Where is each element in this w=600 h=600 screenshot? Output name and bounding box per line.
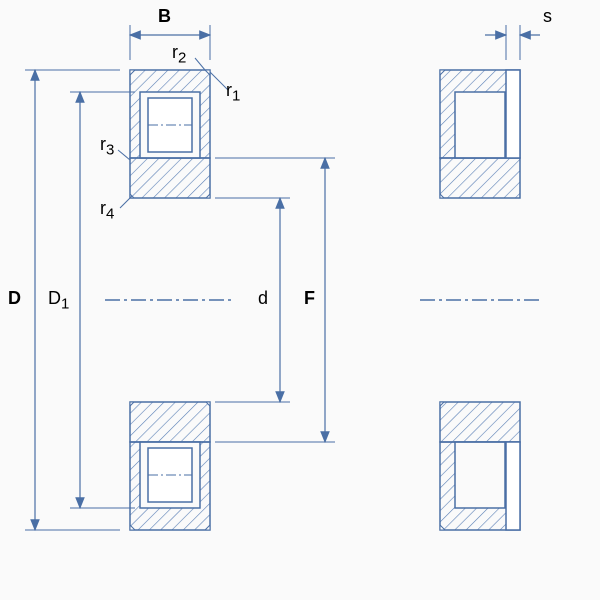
bearing-diagram bbox=[0, 0, 600, 600]
inner-ring-top bbox=[130, 158, 210, 198]
snap-ring-bottom bbox=[506, 442, 520, 530]
label-s: s bbox=[543, 6, 552, 27]
label-r4: r4 bbox=[100, 198, 114, 223]
label-r1: r1 bbox=[226, 80, 240, 105]
label-D: D bbox=[8, 288, 21, 309]
label-r2: r2 bbox=[172, 42, 186, 67]
side-inner-top bbox=[440, 158, 520, 198]
label-D1: D1 bbox=[48, 288, 69, 313]
label-d: d bbox=[258, 288, 268, 309]
label-F: F bbox=[304, 288, 315, 309]
label-B: B bbox=[158, 6, 171, 27]
inner-ring-bottom bbox=[130, 402, 210, 442]
label-r3: r3 bbox=[100, 134, 114, 159]
side-inner-bottom bbox=[440, 402, 520, 442]
snap-ring-top bbox=[506, 70, 520, 158]
